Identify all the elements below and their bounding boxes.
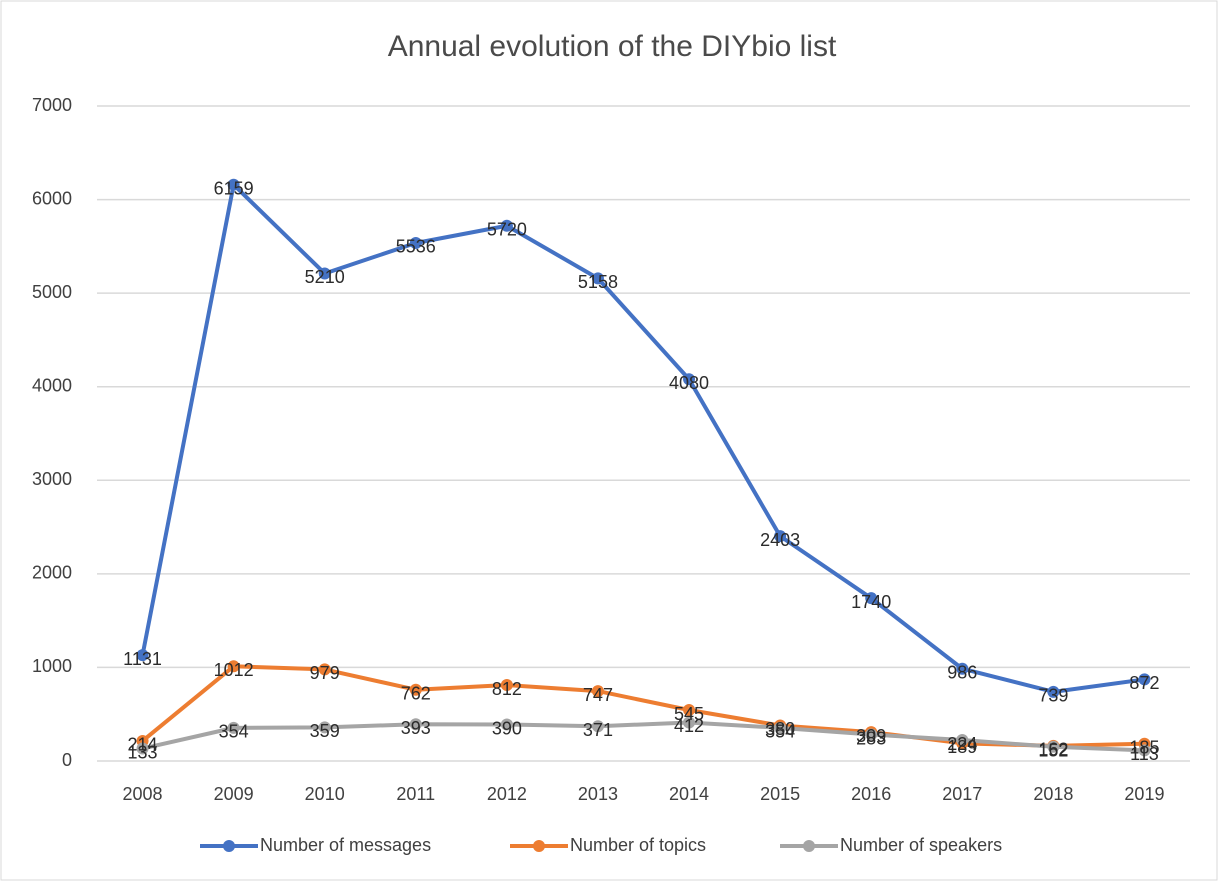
x-tick-label: 2013 — [578, 784, 618, 804]
x-tick-label: 2016 — [851, 784, 891, 804]
data-label: 390 — [492, 718, 522, 738]
data-label: 359 — [310, 721, 340, 741]
point — [318, 267, 331, 280]
x-tick-label: 2012 — [487, 784, 527, 804]
point — [683, 704, 696, 717]
point — [1138, 744, 1151, 757]
x-tick-label: 2008 — [123, 784, 163, 804]
point — [227, 721, 240, 734]
data-label: 133 — [128, 742, 158, 762]
data-label: 152 — [1038, 741, 1068, 761]
data-label: 1131 — [123, 649, 162, 669]
point — [227, 660, 240, 673]
data-label: 5210 — [305, 267, 345, 287]
legend-label: Number of topics — [570, 835, 706, 855]
y-tick-label: 0 — [62, 750, 72, 770]
x-tick-label: 2014 — [669, 784, 709, 804]
data-label: 5720 — [487, 220, 527, 240]
point — [865, 592, 878, 605]
point — [865, 728, 878, 741]
point — [683, 373, 696, 386]
data-label: 214 — [128, 735, 158, 755]
legend-label: Number of messages — [260, 835, 431, 855]
data-label: 189 — [947, 737, 977, 757]
y-tick-label: 7000 — [32, 95, 72, 115]
data-label: 380 — [765, 719, 795, 739]
point — [500, 219, 513, 232]
data-label: 393 — [401, 718, 431, 738]
data-label: 283 — [856, 728, 886, 748]
data-label: 354 — [219, 722, 249, 742]
data-label: 224 — [947, 734, 977, 754]
series-line — [142, 720, 1145, 753]
point — [409, 236, 422, 249]
data-label: 986 — [947, 662, 977, 682]
data-label: 185 — [1129, 737, 1159, 757]
data-label: 2403 — [760, 530, 800, 550]
point — [591, 272, 604, 285]
point — [1138, 673, 1151, 686]
y-tick-label: 4000 — [32, 375, 72, 395]
y-tick-label: 3000 — [32, 469, 72, 489]
y-tick-label: 1000 — [32, 656, 72, 676]
point — [409, 718, 422, 731]
legend-marker — [223, 840, 235, 852]
data-label: 747 — [583, 685, 613, 705]
point — [956, 662, 969, 675]
point — [774, 530, 787, 543]
y-tick-label: 5000 — [32, 282, 72, 302]
y-tick-label: 6000 — [32, 188, 72, 208]
data-label: 762 — [401, 683, 431, 703]
data-label: 371 — [583, 720, 613, 740]
point — [591, 685, 604, 698]
legend-label: Number of speakers — [840, 835, 1002, 855]
point — [409, 683, 422, 696]
x-tick-label: 2011 — [396, 784, 435, 804]
data-label: 872 — [1129, 673, 1159, 693]
data-label: 1012 — [214, 660, 254, 680]
point — [1047, 685, 1060, 698]
data-label: 1740 — [851, 592, 891, 612]
data-label: 739 — [1038, 686, 1068, 706]
point — [136, 649, 149, 662]
point — [956, 734, 969, 747]
point — [1047, 740, 1060, 753]
legend-marker — [533, 840, 545, 852]
data-label: 5536 — [396, 237, 436, 257]
x-tick-label: 2017 — [942, 784, 982, 804]
x-tick-label: 2009 — [214, 784, 254, 804]
x-tick-label: 2018 — [1033, 784, 1073, 804]
y-tick-label: 2000 — [32, 563, 72, 583]
point — [774, 721, 787, 734]
chart-title: Annual evolution of the DIYbio list — [388, 30, 837, 63]
point — [318, 663, 331, 676]
data-label: 812 — [492, 679, 522, 699]
data-label: 4080 — [669, 373, 709, 393]
data-label: 354 — [765, 722, 795, 742]
point — [500, 679, 513, 692]
data-label: 545 — [674, 704, 704, 724]
point — [500, 718, 513, 731]
point — [318, 721, 331, 734]
series-line — [140, 182, 1145, 694]
data-label: 113 — [1130, 744, 1159, 764]
point — [683, 716, 696, 729]
point — [136, 742, 149, 755]
data-label: 979 — [310, 663, 340, 683]
data-label: 6159 — [214, 178, 254, 198]
series-line — [141, 664, 1145, 748]
data-label: 5158 — [578, 272, 618, 292]
data-label: 412 — [674, 716, 704, 736]
legend-marker — [803, 840, 815, 852]
point — [227, 178, 240, 191]
data-label: 162 — [1038, 740, 1068, 760]
data-label: 309 — [856, 726, 886, 746]
point — [591, 720, 604, 733]
x-tick-label: 2010 — [305, 784, 345, 804]
x-tick-label: 2019 — [1124, 784, 1164, 804]
x-tick-label: 2015 — [760, 784, 800, 804]
